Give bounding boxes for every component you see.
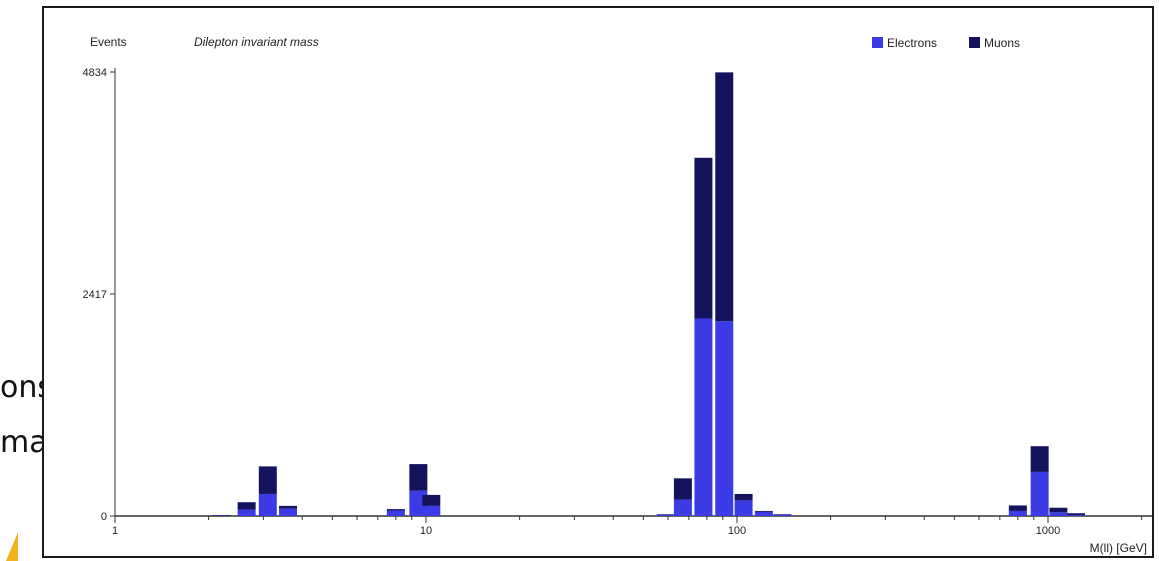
bar-muons: [258, 466, 277, 494]
bar-muons: [386, 509, 405, 511]
slide-accent-shape: [6, 532, 18, 561]
bar-electrons: [673, 499, 692, 516]
bar-electrons: [656, 514, 675, 516]
bar-muons: [1049, 507, 1068, 513]
x-tick-label: 1: [112, 525, 118, 537]
bar-electrons: [734, 500, 753, 516]
bar-electrons: [715, 321, 734, 516]
bar-muons: [409, 464, 428, 491]
legend-label: Electrons: [887, 36, 937, 50]
legend-swatch: [872, 37, 883, 48]
bar-electrons: [773, 514, 792, 516]
bar-electrons: [386, 510, 405, 516]
bar-muons: [237, 502, 256, 510]
bar-muons: [673, 478, 692, 500]
bars: [212, 72, 1085, 516]
bar-electrons: [1049, 512, 1068, 516]
bar-muons: [1066, 513, 1085, 516]
bar-electrons: [279, 508, 298, 516]
x-tick-label: 100: [728, 525, 746, 537]
histogram-panel: Events Dilepton invariant mass Electrons…: [42, 6, 1154, 558]
bar-electrons: [422, 505, 441, 516]
y-tick-label: 2417: [83, 289, 107, 301]
y-tick-label: 4834: [83, 67, 107, 79]
x-tick-label: 10: [420, 525, 432, 537]
legend: Electrons Muons: [872, 36, 1020, 50]
bar-muons: [715, 72, 734, 322]
bar-electrons: [1030, 471, 1049, 516]
bar-muons: [422, 494, 441, 506]
y-tick-label: 0: [101, 511, 107, 523]
x-axis-label: M(ll) [GeV]: [1090, 541, 1147, 555]
histogram-chart: Events Dilepton invariant mass Electrons…: [83, 35, 1152, 555]
bar-electrons: [694, 318, 713, 516]
bar-electrons: [1066, 515, 1085, 516]
bar-muons: [754, 510, 773, 512]
bar-muons: [1030, 446, 1049, 472]
bar-muons: [1008, 505, 1027, 511]
bar-muons: [694, 157, 713, 319]
bar-electrons: [237, 509, 256, 516]
bar-electrons: [1008, 510, 1027, 516]
chart-title: Dilepton invariant mass: [194, 35, 319, 49]
legend-swatch: [969, 37, 980, 48]
bar-muons: [279, 505, 298, 509]
bar-electrons: [754, 511, 773, 516]
axes: 0 2417 4834 1 10 100 1000: [83, 67, 1152, 537]
legend-label: Muons: [984, 36, 1020, 50]
bar-electrons: [258, 493, 277, 516]
x-tick-label: 1000: [1036, 525, 1060, 537]
y-axis-label: Events: [90, 35, 127, 49]
bar-muons: [734, 493, 753, 501]
